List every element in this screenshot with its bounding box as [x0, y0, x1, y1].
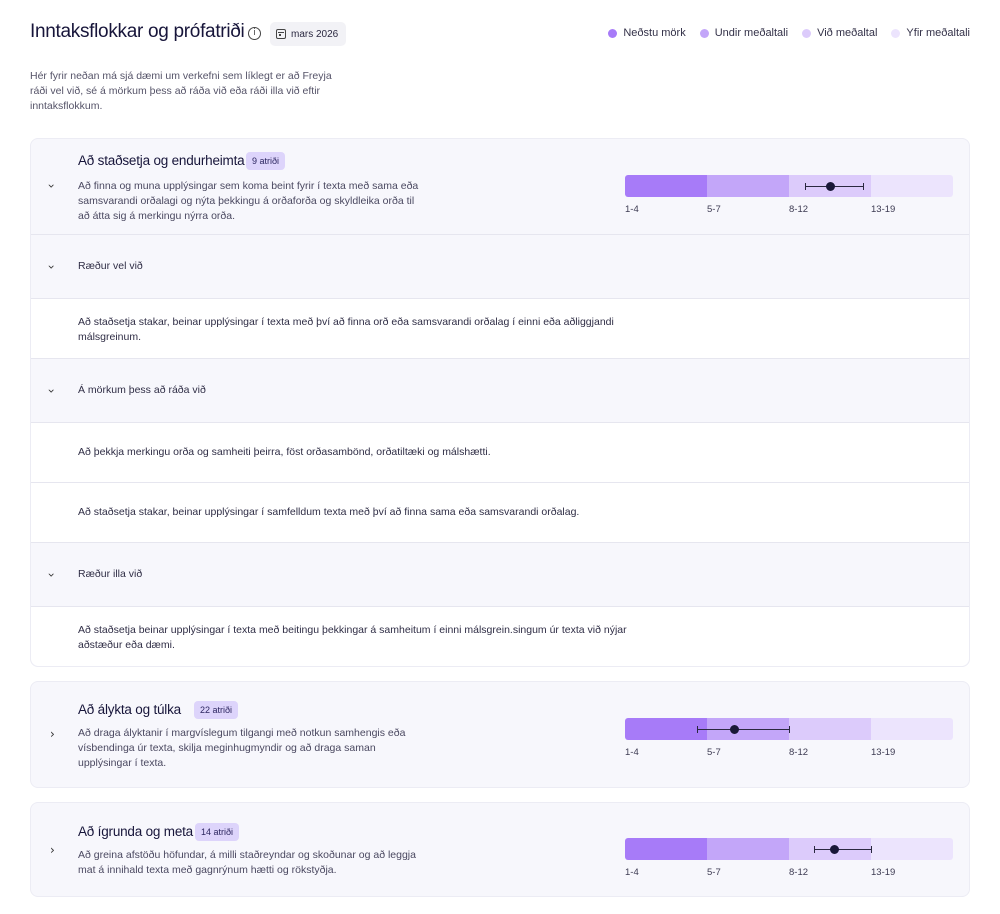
item-count-badge: 22 atriði [194, 701, 239, 719]
tick-label: 5-7 [707, 867, 721, 878]
score-interval-cap-high [789, 726, 790, 733]
score-marker [830, 844, 840, 854]
tick-label: 5-7 [707, 204, 721, 215]
score-interval-cap-low [813, 846, 815, 853]
score-interval-cap-high [862, 183, 864, 190]
range-segment [707, 175, 789, 197]
calendar-icon [276, 29, 286, 39]
tick-label: 13-19 [871, 204, 896, 215]
legend-dot [699, 28, 709, 38]
category-card: › Að álykta og túlka 22 atriði Að draga … [30, 681, 970, 788]
legend-dot [891, 28, 901, 38]
tick-label: 1-4 [625, 867, 639, 878]
score-interval-cap-high [871, 846, 872, 853]
legend-label: Undir meðaltali [714, 27, 789, 39]
tick-label: 8-12 [789, 204, 809, 215]
tick-label: 13-19 [871, 867, 896, 878]
list-item: Að staðsetja stakar, beinar upplýsingar … [31, 298, 969, 358]
list-item: Að staðsetja beinar upplýsingar í texta … [31, 606, 969, 666]
chevron-down-icon[interactable]: › [44, 572, 59, 578]
category-card: › Að ígrunda og meta 14 atriði Að greina… [30, 802, 970, 897]
legend-item: Neðstu mörk [608, 27, 686, 39]
score-interval-line [696, 729, 789, 730]
category-header[interactable]: › Að staðsetja og endurheimta 9 atriði A… [31, 139, 969, 234]
chevron-down-icon[interactable]: › [44, 183, 59, 189]
page-header: Inntaksflokkar og prófatriði i mars 2026… [30, 20, 970, 48]
category-description: Að finna og muna upplýsingar sem koma be… [78, 180, 419, 222]
list-item-text: Að þekkja merkingu orða og samheiti þeir… [78, 446, 491, 458]
legend-dot [802, 28, 812, 38]
score-interval-cap-low [805, 183, 807, 190]
score-interval-cap-low [696, 726, 698, 733]
intro-text: Hér fyrir neðan má sjá dæmi um verkefni … [30, 70, 332, 112]
range-segment [625, 838, 707, 860]
score-range-bar [625, 175, 953, 197]
tick-label: 8-12 [789, 867, 809, 878]
item-count-badge: 9 atriði [246, 152, 286, 170]
list-item-text: Að staðsetja stakar, beinar upplýsingar … [78, 506, 580, 518]
group-label: Ræður illa við [78, 568, 143, 580]
category-header[interactable]: › Að álykta og túlka 22 atriði Að draga … [31, 682, 969, 787]
chevron-down-icon[interactable]: › [44, 388, 59, 394]
tick-label: 1-4 [625, 204, 639, 215]
info-icon[interactable]: i [248, 27, 261, 40]
tick-label: 8-12 [789, 747, 809, 758]
chevron-down-icon[interactable]: › [44, 264, 59, 270]
tick-label: 13-19 [871, 747, 896, 758]
date-label: mars 2026 [291, 28, 339, 40]
legend-label: Við meðaltal [817, 27, 878, 39]
category-title: Að ígrunda og meta [78, 824, 193, 839]
group-header-good[interactable]: › Ræður vel við [31, 234, 969, 298]
range-segment [871, 175, 953, 197]
list-item-text: Að staðsetja stakar, beinar upplýsingar … [78, 316, 614, 343]
item-count-badge: 14 atriði [195, 823, 240, 841]
chevron-right-icon[interactable]: › [50, 843, 55, 857]
list-item: Að þekkja merkingu orða og samheiti þeir… [31, 422, 969, 482]
tick-label: 5-7 [707, 747, 721, 758]
tick-label: 1-4 [625, 747, 639, 758]
legend-label: Neðstu mörk [623, 27, 686, 39]
legend-label: Yfir meðaltali [906, 27, 970, 39]
date-chip[interactable]: mars 2026 [270, 22, 347, 46]
range-segment [625, 718, 707, 740]
range-segment [625, 175, 707, 197]
group-header-poor[interactable]: › Ræður illa við [31, 542, 969, 606]
score-marker [825, 181, 835, 191]
category-header[interactable]: › Að ígrunda og meta 14 atriði Að greina… [31, 803, 969, 896]
legend-dot [608, 28, 618, 38]
range-segment [789, 718, 871, 740]
category-title: Að staðsetja og endurheimta [78, 153, 245, 168]
chevron-right-icon[interactable]: › [50, 727, 55, 741]
group-header-borderline[interactable]: › Á mörkum þess að ráða við [31, 358, 969, 422]
legend: Neðstu mörk Undir meðaltali Við meðaltal… [608, 27, 970, 39]
range-segment [871, 838, 953, 860]
legend-item: Undir meðaltali [699, 27, 789, 39]
list-item-text: Að staðsetja beinar upplýsingar í texta … [78, 624, 627, 651]
legend-item: Við meðaltal [802, 27, 877, 39]
list-item: Að staðsetja stakar, beinar upplýsingar … [31, 482, 969, 542]
range-segment [871, 718, 953, 740]
category-description: Að draga ályktanir í margvíslegum tilgan… [78, 727, 406, 769]
category-card: › Að staðsetja og endurheimta 9 atriði A… [30, 138, 970, 667]
legend-item: Yfir meðaltali [891, 27, 970, 39]
score-range-bar [625, 838, 953, 860]
group-label: Ræður vel við [78, 260, 143, 272]
page-title: Inntaksflokkar og prófatriði [30, 21, 245, 42]
category-title: Að álykta og túlka [78, 702, 181, 717]
score-marker [729, 724, 739, 734]
range-segment [707, 838, 789, 860]
category-description: Að greina afstöðu höfundar, á milli stað… [78, 849, 416, 876]
score-interval-line [813, 849, 871, 850]
score-range-bar [625, 718, 953, 740]
group-label: Á mörkum þess að ráða við [78, 384, 206, 396]
